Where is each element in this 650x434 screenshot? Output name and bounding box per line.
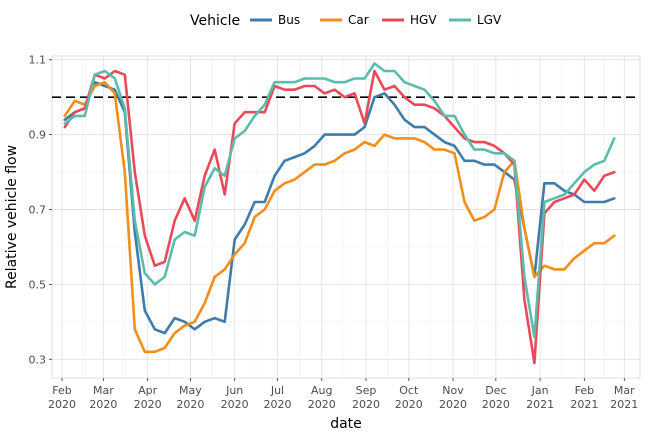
x-tick-month: Aug (311, 384, 332, 397)
x-tick-month: Jan (531, 384, 549, 397)
x-tick-year: 2020 (439, 398, 467, 411)
x-axis-title: date (330, 416, 362, 432)
y-tick-label: 1.1 (29, 54, 47, 67)
plot-panel (52, 56, 640, 378)
y-tick-label: 0.7 (29, 204, 47, 217)
y-tick-label: 0.3 (29, 353, 47, 366)
series-lines (63, 62, 616, 365)
x-tick-year: 2021 (526, 398, 554, 411)
x-tick-year: 2020 (221, 398, 249, 411)
x-tick-year: 2020 (482, 398, 510, 411)
x-tick-year: 2020 (48, 398, 76, 411)
x-tick-month: May (179, 384, 202, 397)
legend-label-car: Car (348, 13, 369, 27)
legend-label-lgv: LGV (477, 13, 502, 27)
x-tick-month: Jun (225, 384, 243, 397)
x-tick-year: 2020 (89, 398, 117, 411)
legend-label-hgv: HGV (410, 13, 437, 27)
legend-label-bus: Bus (278, 13, 300, 27)
x-tick-month: Feb (52, 384, 71, 397)
x-tick-year: 2021 (610, 398, 638, 411)
series-line-car (63, 80, 616, 354)
x-tick-month: Apr (138, 384, 158, 397)
legend: Vehicle Bus Car HGV LGV (190, 13, 502, 29)
y-axis-title: Relative vehicle flow (4, 145, 20, 289)
panel-border (51, 55, 641, 379)
x-tick-year: 2020 (176, 398, 204, 411)
x-tick-month: Sep (356, 384, 377, 397)
y-tick-label: 0.5 (29, 278, 47, 291)
y-axis: 0.3 0.5 0.7 0.9 1.1 (29, 54, 52, 366)
x-tick-month: Mar (93, 384, 114, 397)
x-tick-month: Nov (442, 384, 464, 397)
y-tick-label: 0.9 (29, 129, 47, 142)
x-tick-year: 2020 (308, 398, 336, 411)
x-tick-year: 2020 (395, 398, 423, 411)
x-tick-month: Dec (485, 384, 506, 397)
x-tick-year: 2020 (263, 398, 291, 411)
x-tick-year: 2020 (352, 398, 380, 411)
x-tick-month: Oct (399, 384, 419, 397)
x-tick-year: 2021 (570, 398, 598, 411)
legend-title: Vehicle (190, 13, 240, 29)
series-line-lgv (63, 62, 616, 339)
x-tick-month: Jul (270, 384, 284, 397)
x-tick-month: Feb (575, 384, 594, 397)
x-axis: Feb2020Mar2020Apr2020May2020Jun2020Jul20… (48, 378, 638, 411)
x-tick-year: 2020 (134, 398, 162, 411)
x-tick-month: Mar (614, 384, 635, 397)
series-line-hgv (63, 69, 616, 365)
